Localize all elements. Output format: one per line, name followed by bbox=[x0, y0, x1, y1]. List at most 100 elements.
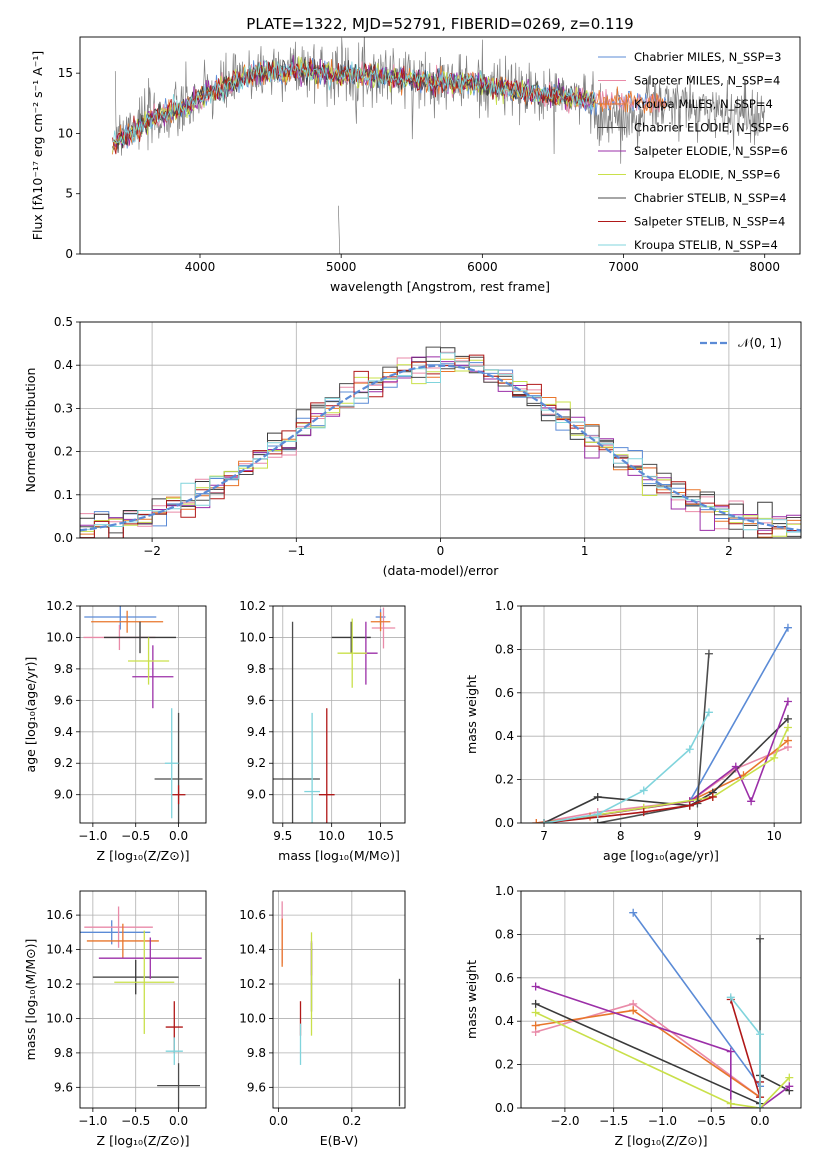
x-tick-label: −1.0 bbox=[648, 1114, 677, 1128]
weight-marker bbox=[639, 786, 648, 795]
plot-area-age-vs-mass bbox=[273, 607, 396, 823]
y-tick-label: 5 bbox=[65, 187, 73, 201]
weight-marker bbox=[783, 623, 792, 632]
x-tick-label: 0.0 bbox=[169, 1114, 188, 1128]
plot-area-residuals bbox=[80, 346, 801, 538]
legend-label: Salpeter STELIB, N_SSP=4 bbox=[634, 215, 785, 229]
weight-marker bbox=[532, 819, 541, 823]
weight-marker bbox=[708, 792, 717, 801]
y-tick-label: 10 bbox=[58, 126, 73, 140]
weight-marker bbox=[770, 753, 779, 762]
weight-line bbox=[535, 1011, 790, 1108]
plot-area-mass-weight-vs-age bbox=[532, 623, 792, 823]
y-tick-label: 0.4 bbox=[495, 729, 514, 743]
y-tick-label: 9.0 bbox=[247, 788, 266, 802]
legend-label: Chabrier ELODIE, N_SSP=6 bbox=[634, 121, 789, 135]
x-tick-label: 7 bbox=[540, 829, 548, 843]
y-tick-label: 15 bbox=[58, 66, 73, 80]
x-tick-label: 0.0 bbox=[269, 1114, 288, 1128]
spectrum-spike bbox=[338, 205, 341, 254]
x-tick-label: 0.2 bbox=[342, 1114, 361, 1128]
y-tick-label: 10.0 bbox=[46, 630, 73, 644]
panel-mass-weight-vs-Z: −2.0 −1.5 −1.0 −0.5 0.0 0.0 0.2 0.4 0.6 0.8 1.0 Z [… bbox=[464, 884, 802, 1148]
y-tick-label: 0.5 bbox=[54, 315, 73, 329]
y-tick-label: 10.4 bbox=[239, 943, 266, 957]
legend-label: Chabrier STELIB, N_SSP=4 bbox=[634, 191, 786, 205]
y-axis-label: Flux [fλ10⁻¹⁷ erg cm⁻² s⁻¹ A⁻¹] bbox=[30, 51, 45, 240]
figure-title: PLATE=1322, MJD=52791, FIBERID=0269, z=0… bbox=[246, 15, 633, 33]
model-spectrum bbox=[112, 59, 596, 147]
y-axis-label: mass [log₁₀(M/M⊙)] bbox=[23, 939, 38, 1061]
panel-age-vs-mass: 9.5 10.0 10.5 9.0 9.2 9.4 9.6 9.8 10.0 10.2 mass [… bbox=[239, 599, 406, 863]
observed-spectrum bbox=[114, 37, 766, 164]
weight-marker bbox=[726, 993, 735, 1002]
axes-frame bbox=[79, 321, 802, 539]
weight-marker bbox=[783, 723, 792, 732]
x-tick-label: 0 bbox=[437, 544, 445, 558]
weight-marker bbox=[685, 745, 694, 754]
weight-line bbox=[543, 627, 789, 823]
axes-frame bbox=[520, 890, 802, 1109]
weight-marker bbox=[783, 697, 792, 706]
weight-marker bbox=[731, 762, 740, 771]
panel-spectrum: 4000 5000 6000 7000 8000 0 5 10 15 wavelength [An… bbox=[30, 36, 801, 294]
legend-label: Kroupa ELODIE, N_SSP=6 bbox=[634, 168, 780, 182]
y-tick-label: 0 bbox=[65, 247, 73, 261]
weight-marker bbox=[531, 999, 540, 1008]
axes-frame bbox=[79, 605, 207, 824]
gaussian-curve bbox=[80, 364, 801, 532]
axes-frame bbox=[272, 605, 406, 824]
y-tick-label: 0.6 bbox=[495, 971, 514, 985]
residual-histogram bbox=[80, 352, 801, 533]
y-tick-label: 0.6 bbox=[495, 686, 514, 700]
axes-frame bbox=[79, 36, 801, 255]
y-tick-label: 0.0 bbox=[495, 816, 514, 830]
x-tick-label: 1 bbox=[581, 544, 589, 558]
y-axis-label: age [log₁₀(age/yr)] bbox=[23, 657, 38, 773]
weight-marker bbox=[783, 714, 792, 723]
y-axis-label: mass weight bbox=[464, 675, 479, 754]
weight-marker bbox=[531, 982, 540, 991]
x-tick-label: −2.0 bbox=[550, 1114, 579, 1128]
y-tick-label: 0.8 bbox=[495, 927, 514, 941]
x-tick-label: 6000 bbox=[467, 260, 498, 274]
y-tick-label: 0.2 bbox=[54, 445, 73, 459]
weight-marker bbox=[593, 792, 602, 801]
x-tick-label: 0.0 bbox=[750, 1114, 769, 1128]
weight-marker bbox=[629, 908, 638, 917]
y-axis-label: mass weight bbox=[464, 960, 479, 1039]
y-tick-label: 10.2 bbox=[239, 599, 266, 613]
weight-line bbox=[543, 796, 714, 823]
weight-marker bbox=[783, 736, 792, 745]
x-tick-label: −1.5 bbox=[599, 1114, 628, 1128]
x-axis-label: Z [log₁₀(Z/Z⊙)] bbox=[97, 848, 190, 863]
y-tick-label: 1.0 bbox=[495, 884, 514, 898]
x-tick-label: −2 bbox=[143, 544, 161, 558]
plot-area-spectrum bbox=[112, 37, 766, 254]
legend-label: Chabrier MILES, N_SSP=3 bbox=[634, 50, 781, 64]
weight-marker bbox=[593, 819, 602, 823]
weight-marker bbox=[531, 1008, 540, 1017]
y-tick-label: 0.0 bbox=[54, 531, 73, 545]
x-tick-label: −0.5 bbox=[697, 1114, 726, 1128]
x-tick-label: 10.5 bbox=[367, 829, 394, 843]
panel-age-vs-Z: −1.0 −0.5 0.0 9.0 9.2 9.4 9.6 9.8 10.0 10.2 Z [log… bbox=[23, 599, 207, 863]
y-tick-label: 9.8 bbox=[247, 662, 266, 676]
y-tick-label: 10.0 bbox=[46, 1011, 73, 1025]
axes-frame bbox=[79, 890, 207, 1109]
panel-residuals: −2 −1 0 1 2 0.0 0.1 0.2 0.3 0.4 0.5 (data-model)/er… bbox=[23, 315, 802, 578]
weight-marker bbox=[756, 1030, 765, 1039]
y-tick-label: 0.8 bbox=[495, 642, 514, 656]
plot-area-mass-vs-Z bbox=[80, 906, 202, 1108]
y-tick-label: 0.4 bbox=[54, 358, 73, 372]
panel-mass-weight-vs-age: 7 8 9 10 0.0 0.2 0.4 0.6 0.8 1.0 age [log₁₀(age/yr… bbox=[464, 599, 802, 863]
weight-marker bbox=[531, 1021, 540, 1030]
y-tick-label: 10.6 bbox=[239, 908, 266, 922]
x-tick-label: −1.0 bbox=[78, 1114, 107, 1128]
x-axis-label: age [log₁₀(age/yr)] bbox=[603, 848, 719, 863]
y-tick-label: 9.6 bbox=[54, 1080, 73, 1094]
y-tick-label: 9.4 bbox=[54, 725, 73, 739]
y-tick-label: 0.2 bbox=[495, 1058, 514, 1072]
plot-area-mass-weight-vs-Z bbox=[531, 908, 794, 1108]
y-tick-label: 10.0 bbox=[239, 630, 266, 644]
